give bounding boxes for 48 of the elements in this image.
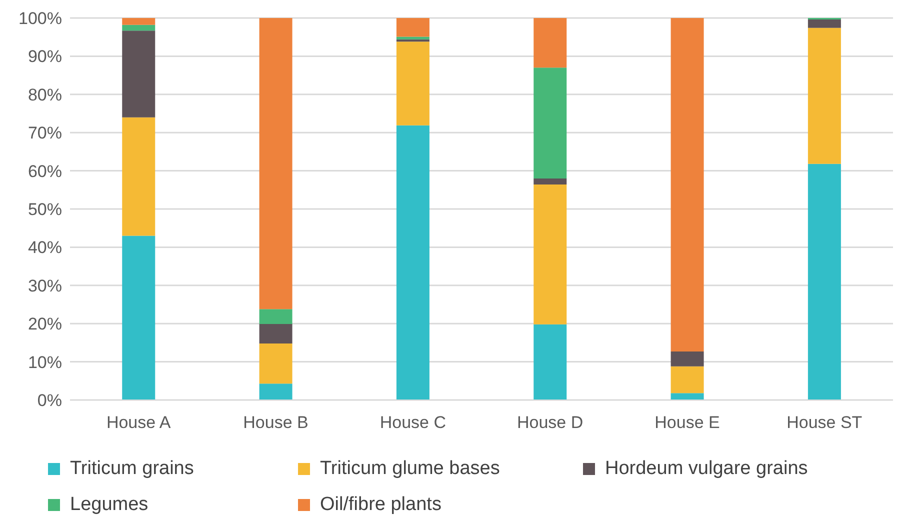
bar [670, 351, 704, 366]
y-tick-label: 80% [28, 85, 62, 104]
bar [259, 18, 292, 310]
legend-label: Triticum grains [70, 458, 194, 480]
legend-label: Hordeum vulgare grains [605, 458, 808, 480]
x-tick-label: House C [380, 413, 446, 432]
bar [534, 324, 567, 400]
x-tick-label: House E [654, 413, 720, 432]
bar [122, 117, 156, 236]
bar [534, 184, 567, 324]
bar [259, 324, 292, 344]
y-tick-label: 70% [28, 124, 62, 143]
x-tick-label: House D [517, 413, 584, 432]
bar [808, 28, 841, 164]
legend-label: Oil/fibre plants [320, 494, 442, 516]
y-tick-label: 100% [18, 9, 62, 28]
y-tick-label: 90% [28, 47, 62, 66]
bar [396, 18, 430, 37]
bar [259, 343, 292, 384]
legend-label: Triticum glume bases [320, 458, 500, 480]
y-tick-label: 20% [28, 314, 62, 334]
y-tick-label: 30% [28, 276, 62, 296]
bar [122, 30, 156, 118]
bar [534, 178, 567, 185]
y-tick-label: 60% [28, 162, 62, 181]
bar [534, 18, 567, 68]
bar [534, 68, 567, 178]
bar [670, 366, 704, 394]
bar [122, 18, 156, 25]
x-tick-label: House B [243, 413, 308, 432]
y-tick-label: 50% [28, 200, 62, 220]
bar [808, 20, 841, 28]
y-tick-label: 10% [28, 352, 62, 372]
x-tick-label: House A [106, 413, 172, 432]
bar [396, 125, 430, 400]
y-tick-label: 0% [37, 391, 62, 410]
bar [670, 393, 704, 400]
bar [122, 236, 156, 400]
bar [808, 164, 841, 400]
x-tick-label: House ST [786, 413, 862, 432]
bar [396, 42, 430, 126]
legend-label: Legumes [70, 494, 148, 516]
bar [396, 36, 430, 40]
bar [259, 384, 292, 400]
bar [259, 309, 292, 324]
bar [670, 18, 704, 352]
bar [122, 24, 156, 31]
y-tick-label: 40% [28, 238, 62, 258]
